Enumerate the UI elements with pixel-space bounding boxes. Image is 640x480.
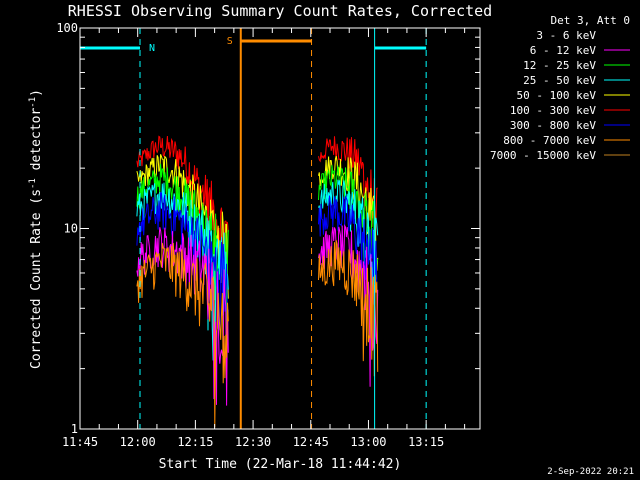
series-trace-segment <box>318 240 379 377</box>
legend-entry-label: 6 - 12 keV <box>530 44 597 57</box>
series-trace-segment <box>318 165 379 282</box>
x-axis: 11:45 12:00 12:15 12:30 12:45 13:00 13:15 <box>62 28 466 449</box>
y-axis-label-sup1: -1 <box>28 178 38 189</box>
y-tick-label: 1 <box>71 422 78 436</box>
x-tick-label: 13:15 <box>408 435 444 449</box>
legend-entry-label: 25 - 50 keV <box>523 74 596 87</box>
x-tick-label: 12:15 <box>177 435 213 449</box>
series-trace-segment <box>136 182 229 374</box>
legend-entry-label: 50 - 100 keV <box>517 89 597 102</box>
series-trace-segment <box>136 242 229 428</box>
series-800-7000-kev <box>136 240 379 428</box>
saa-label: S <box>227 36 233 47</box>
series-300-800-kev <box>136 191 379 331</box>
legend-entry-label: 3 - 6 keV <box>536 29 596 42</box>
x-axis-label: Start Time (22-Mar-18 11:44:42) <box>159 457 402 472</box>
series-trace-segment <box>136 191 229 331</box>
y-axis-label-main: Corrected Count Rate (s <box>29 189 44 369</box>
plot-traces <box>136 135 379 428</box>
y-tick-label: 100 <box>56 21 78 35</box>
x-tick-label: 12:00 <box>120 435 156 449</box>
x-tick-label: 12:30 <box>235 435 271 449</box>
series-trace-segment <box>318 194 379 305</box>
y-axis-label: Corrected Count Rate (s-1 detector-1) <box>28 89 44 369</box>
y-axis-label-mid: detector <box>29 108 44 179</box>
series-trace-segment <box>318 179 379 297</box>
legend-entry-label: 7000 - 15000 keV <box>490 149 596 162</box>
y-axis-label-end: ) <box>29 89 44 97</box>
legend-entry-label: 800 - 7000 keV <box>503 134 596 147</box>
x-tick-label: 11:45 <box>62 435 98 449</box>
series-25-50-kev <box>136 179 379 374</box>
series-trace-segment <box>136 135 229 268</box>
y-axis-label-sup2: -1 <box>28 97 38 108</box>
night-label: N <box>149 43 155 54</box>
legend-entry-label: 12 - 25 keV <box>523 59 596 72</box>
y-axis: 1 10 100 <box>56 21 480 436</box>
y-tick-label: 10 <box>64 222 78 236</box>
legend-entry-label: 300 - 800 keV <box>510 119 596 132</box>
x-tick-label: 12:45 <box>293 435 329 449</box>
legend-header: Det 3, Att 0 <box>551 14 630 27</box>
legend-entry-label: 100 - 300 keV <box>510 104 596 117</box>
chart-title: RHESSI Observing Summary Count Rates, Co… <box>68 2 492 20</box>
legend: Det 3, Att 0 3 - 6 keV 6 - 12 keV 12 - 25 k… <box>490 14 630 162</box>
footer-date: 2-Sep-2022 20:21 <box>547 467 634 477</box>
x-tick-label: 13:00 <box>350 435 386 449</box>
